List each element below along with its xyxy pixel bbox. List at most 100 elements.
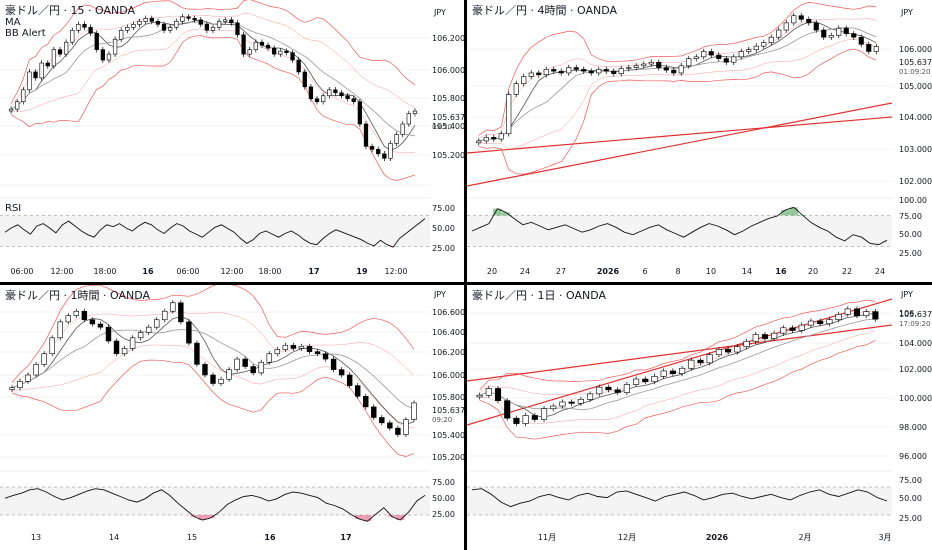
candle-body bbox=[485, 388, 492, 396]
candle-body bbox=[149, 18, 154, 22]
candle-body bbox=[314, 98, 320, 103]
rsi-overbought-fill bbox=[493, 208, 502, 216]
candle-body bbox=[81, 310, 88, 321]
chart-pane-1h[interactable]: 106.600 106.400 106.200 106.000 105.800 105.4… bbox=[0, 285, 464, 550]
candle-body bbox=[851, 33, 857, 38]
indicator-ma-label[interactable]: MA bbox=[5, 17, 21, 28]
bollinger-upper-band bbox=[479, 299, 876, 391]
pane-divider-horizontal[interactable] bbox=[0, 282, 932, 285]
price-tick-label: 105.800 bbox=[432, 393, 464, 402]
candle-body bbox=[15, 101, 20, 110]
candle-body bbox=[693, 56, 699, 59]
rsi-oversold-fill bbox=[396, 515, 405, 521]
candle-body bbox=[813, 22, 819, 31]
time-tick-label: 10 bbox=[706, 267, 716, 276]
candle-body bbox=[738, 51, 744, 58]
candle-body bbox=[771, 332, 778, 339]
bollinger-upper-band bbox=[478, 2, 877, 136]
rsi-band-background bbox=[467, 487, 892, 515]
bollinger-lower-band bbox=[479, 340, 876, 440]
indicator-bb-alert-label[interactable]: BB Alert bbox=[5, 28, 46, 39]
currency-label-4h[interactable]: JPY bbox=[901, 8, 913, 17]
time-tick-label: 06:00 bbox=[10, 267, 33, 276]
candle-body bbox=[338, 369, 345, 376]
candle-body bbox=[162, 310, 168, 321]
candle-body bbox=[734, 346, 741, 353]
candle-body bbox=[706, 354, 713, 364]
candle-body bbox=[258, 361, 264, 374]
candle-body bbox=[586, 393, 594, 400]
candle-body bbox=[651, 376, 658, 383]
candle-body bbox=[379, 417, 385, 424]
time-tick-label: 15 bbox=[187, 533, 197, 542]
candle-body bbox=[27, 71, 32, 91]
price-tick-label: 105.200 bbox=[432, 453, 464, 462]
candle-body bbox=[161, 24, 167, 31]
candle-body bbox=[605, 386, 612, 391]
chart-pane-1d[interactable]: 106. 104.000 102.000 100.000 98.000 96.000 105… bbox=[467, 285, 932, 550]
rsi-line bbox=[4, 488, 426, 522]
candle-body bbox=[504, 400, 511, 419]
candle-body bbox=[873, 46, 879, 52]
candle-body bbox=[308, 86, 314, 100]
candle-body bbox=[642, 378, 649, 383]
candle-body bbox=[828, 35, 834, 38]
price-tick-label: 96.000 bbox=[899, 452, 927, 461]
candle-body bbox=[412, 110, 418, 114]
currency-label-1d[interactable]: JPY bbox=[901, 290, 913, 299]
candle-body bbox=[382, 153, 387, 159]
candle-body bbox=[21, 89, 26, 103]
chart-title-1d: 豪ドル／円 · 1日 · OANDA bbox=[472, 289, 606, 302]
time-tick-label: 8 bbox=[675, 267, 680, 276]
candle-body bbox=[633, 378, 640, 385]
candle-body bbox=[623, 384, 630, 393]
candle-body bbox=[119, 29, 124, 40]
chart-svg-4h[interactable]: 106.000 105.000 104.000 103.000 102.000 105.6… bbox=[467, 0, 932, 282]
candle-body bbox=[835, 313, 842, 320]
rsi-tick-label: 75.00 bbox=[899, 476, 922, 485]
candle-body bbox=[290, 344, 297, 349]
currency-label-1h[interactable]: JPY bbox=[434, 290, 446, 299]
candle-body bbox=[330, 358, 337, 370]
time-tick-label: 14 bbox=[109, 533, 119, 542]
chart-title-4h: 豪ドル／円 · 4時間 · OANDA bbox=[472, 4, 617, 17]
candle-body bbox=[476, 140, 482, 144]
candle-body bbox=[618, 68, 624, 74]
rsi-label-15m[interactable]: RSI bbox=[5, 203, 22, 214]
chart-pane-15m[interactable]: 106.200 106.000 105.800 105.400 105.200 105.6… bbox=[0, 0, 464, 282]
chart-svg-1h[interactable]: 106.600 106.400 106.200 106.000 105.800 105.4… bbox=[0, 285, 464, 550]
chart-pane-4h[interactable]: 106.000 105.000 104.000 103.000 102.000 105.6… bbox=[467, 0, 932, 282]
candle-body bbox=[106, 53, 112, 61]
candle-body bbox=[296, 59, 301, 73]
chart-svg-1d[interactable]: 106. 104.000 102.000 100.000 98.000 96.000 105… bbox=[467, 285, 932, 550]
moving-average-slow bbox=[478, 27, 877, 142]
candle-body bbox=[278, 50, 283, 55]
currency-label-15m[interactable]: JPY bbox=[434, 8, 446, 17]
candle-body bbox=[226, 369, 232, 380]
candle-body bbox=[73, 310, 80, 316]
price-tick-label: 100.000 bbox=[899, 394, 932, 403]
candle-body bbox=[558, 70, 564, 74]
candle-body bbox=[143, 18, 148, 22]
candle-body bbox=[743, 340, 750, 347]
candle-body bbox=[614, 389, 621, 393]
candle-body bbox=[204, 24, 210, 31]
candle-body bbox=[369, 146, 375, 150]
candle-body bbox=[322, 353, 329, 360]
time-tick-label: 16 bbox=[775, 267, 787, 276]
pane-divider-vertical[interactable] bbox=[464, 0, 467, 550]
candle-body bbox=[49, 337, 55, 355]
candle-body bbox=[752, 334, 759, 342]
candle-body bbox=[708, 51, 714, 56]
candle-body bbox=[357, 101, 363, 125]
time-tick-label: 2月 bbox=[798, 533, 811, 542]
candle-body bbox=[388, 143, 393, 159]
candle-body bbox=[872, 311, 879, 320]
candle-body bbox=[753, 45, 759, 51]
time-tick-label: 12:00 bbox=[384, 267, 407, 276]
candle-body bbox=[522, 415, 529, 424]
rsi-tick-label: 75.00 bbox=[432, 204, 455, 213]
moving-average-fast bbox=[11, 316, 415, 425]
bollinger-lower-inner-band bbox=[11, 28, 415, 154]
chart-svg-15m[interactable]: 106.200 106.000 105.800 105.400 105.200 105.6… bbox=[0, 0, 464, 282]
